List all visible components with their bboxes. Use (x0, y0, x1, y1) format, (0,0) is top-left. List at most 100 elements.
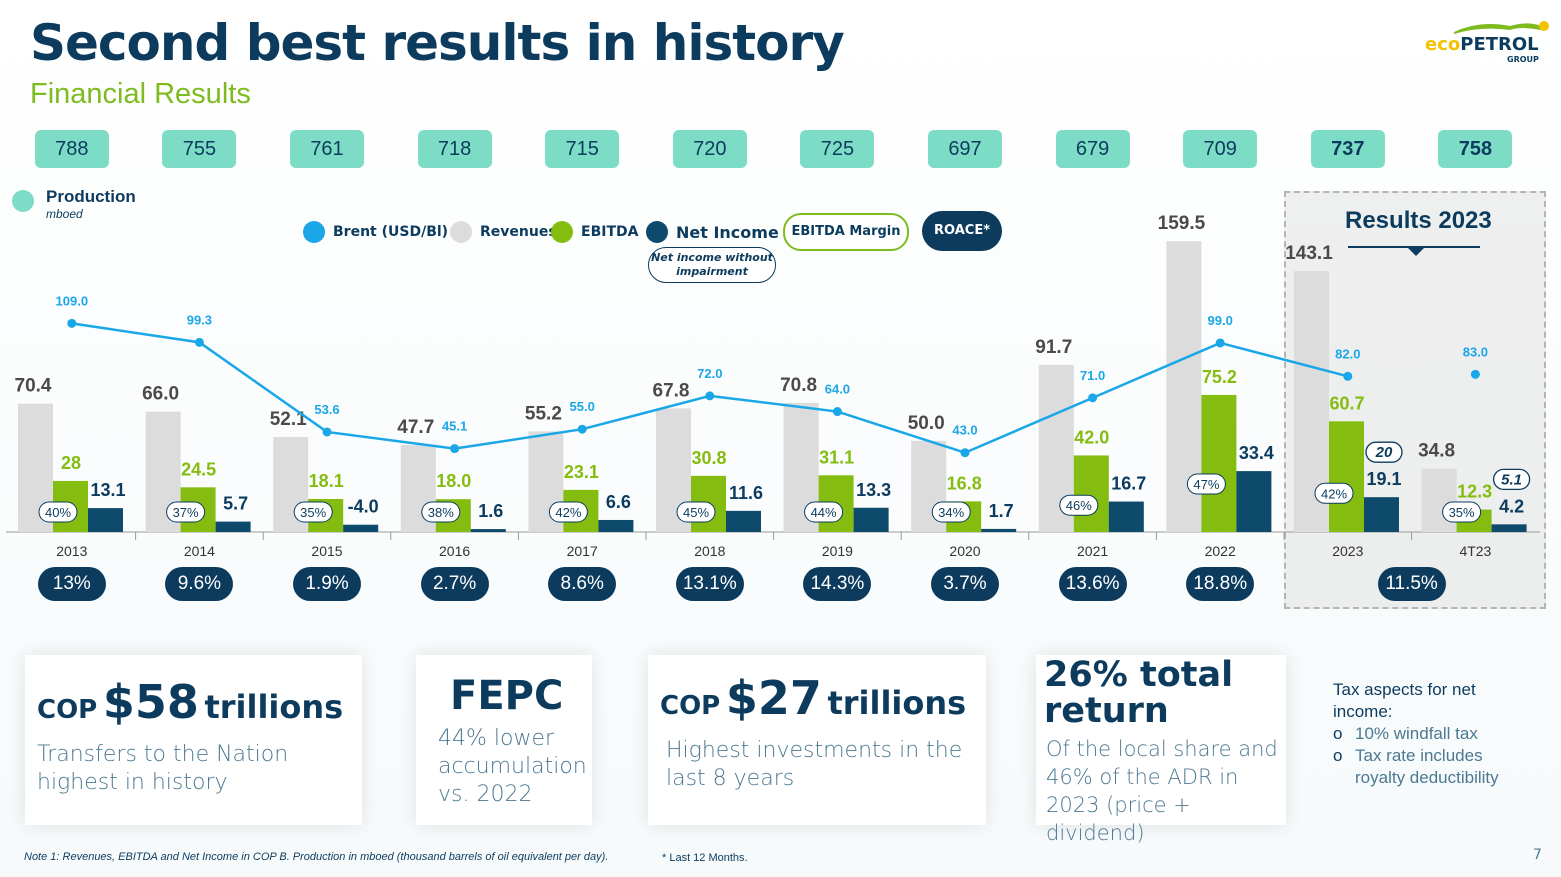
legend-net-income: Net Income (646, 221, 779, 243)
production-value: 737 (1310, 130, 1385, 168)
brent-dot-icon (303, 221, 325, 243)
revenue-label: 143.1 (1285, 243, 1333, 264)
legend-roace: ROACE* (922, 211, 1002, 251)
ebitda-margin-label: 42% (1321, 486, 1347, 501)
page-title: Second best results in history (30, 14, 845, 72)
legend-net-income-no-impairment: Net income without impairment (648, 247, 776, 283)
roace-pill: 9.6% (165, 567, 234, 601)
brent-label: 82.0 (1335, 346, 1360, 361)
x-tick-label: 2013 (56, 543, 87, 559)
legend-ebitda-margin: EBITDA Margin (783, 213, 909, 251)
ebitda-dot-icon (551, 221, 573, 243)
card-fepc-title: FEPC (450, 673, 564, 719)
x-tick-label: 2023 (1332, 543, 1363, 559)
net-income-label: 1.7 (989, 501, 1014, 521)
brent-label: 45.1 (442, 419, 467, 434)
brent-label: 43.0 (952, 423, 977, 438)
net-income-bar (726, 510, 761, 532)
card-investments-prefix: COP (660, 691, 721, 721)
brent-point (67, 318, 77, 328)
ebitda-bar (1201, 394, 1237, 532)
ebitda-bar (1329, 421, 1364, 532)
brent-point (1088, 393, 1098, 403)
production-label: Production (46, 187, 136, 206)
brent-label: 99.0 (1208, 313, 1233, 328)
ebitda-margin-label: 37% (173, 505, 199, 520)
ebitda-label: 60.7 (1329, 393, 1364, 413)
net-income-label: 4.2 (1499, 496, 1524, 516)
brent-label: 83.0 (1463, 344, 1488, 359)
card-total-return: 26% total return Of the local share and … (1036, 655, 1286, 845)
ebitda-margin-label: 46% (1066, 498, 1092, 513)
roace-pill: 14.3% (803, 567, 872, 601)
production-value: 788 (34, 130, 109, 168)
brent-point (194, 337, 204, 347)
net-income-bar (1236, 471, 1272, 532)
card-investments-desc: Highest investments in the last 8 years (666, 738, 963, 791)
revenue-label: 50.0 (908, 413, 945, 434)
x-tick-label: 2015 (311, 543, 342, 559)
net-income-label: 11.6 (729, 483, 763, 503)
card-transfers: COP $58 trillions Transfers to the Natio… (25, 655, 362, 825)
net-income-label: 33.4 (1239, 443, 1274, 463)
card-total-return-title: 26% total return (1044, 655, 1234, 731)
legend-net-income-label: Net Income (676, 222, 779, 242)
ebitda-margin-label: 45% (683, 505, 709, 520)
results-divider (1348, 246, 1480, 248)
card-fepc-desc: 44% lower accumulation vs. 2022 (438, 726, 587, 807)
card-investments-suffix: trillions (827, 684, 967, 722)
card-fepc: FEPC 44% lower accumulation vs. 2022 (416, 655, 592, 825)
net-income-bar (598, 519, 634, 532)
logo-group: GROUP (1507, 55, 1539, 64)
net-income-label: 1.6 (478, 501, 503, 521)
ebitda-margin-pill (1314, 482, 1354, 504)
roace-pill: 1.9% (293, 567, 361, 601)
x-tick-label: 2021 (1077, 543, 1108, 559)
net-income-no-impairment-pill (1492, 468, 1531, 490)
ebitda-label: 42.0 (1074, 427, 1109, 447)
production-value: 761 (290, 130, 364, 168)
x-tick-label: 2017 (567, 543, 598, 559)
ebitda-margin-label: 34% (938, 505, 964, 520)
net-income-bar (853, 507, 889, 532)
card-transfers-value: $58 (102, 675, 199, 729)
revenues-dot-icon (450, 221, 472, 243)
card-total-return-desc: Of the local share and 46% of the ADR in… (1046, 737, 1278, 845)
financial-chart: 70.4 28 13.1 40% 2013 66.0 24.5 5.7 37% 2014 52.1 1… (6, 213, 1540, 559)
ebitda-margin-pill (166, 501, 206, 523)
net-income-bar (88, 508, 123, 532)
brent-label: 71.0 (1080, 368, 1105, 383)
tax-item: Tax rate includes royalty deductibility (1333, 745, 1525, 789)
roace-pill: 2.7% (420, 567, 489, 601)
results-pointer-icon (1408, 248, 1424, 256)
ebitda-margin-label: 47% (1193, 477, 1219, 492)
tax-aspects: Tax aspects for net income: 10% windfall… (1333, 679, 1525, 789)
brent-point (705, 391, 715, 401)
brent-line (71, 322, 1349, 455)
brent-label: 72.0 (697, 366, 722, 381)
tax-item: 10% windfall tax (1333, 723, 1525, 745)
brent-label: 64.0 (825, 382, 850, 397)
net-income-label: 6.6 (606, 492, 631, 512)
roace-pill: 3.7% (931, 567, 999, 601)
ebitda-margin-pill (1442, 501, 1482, 523)
ebitda-margin-label: 38% (428, 505, 454, 520)
net-income-dot-icon (646, 221, 668, 243)
net-income-label: 16.7 (1111, 474, 1146, 494)
revenue-label: 91.7 (1035, 337, 1072, 358)
ebitda-label: 18.0 (436, 471, 471, 491)
ebitda-label: 28 (61, 453, 81, 473)
card-investments-value: $27 (725, 671, 822, 725)
revenue-label: 52.1 (270, 409, 307, 430)
ebitda-margin-pill (1059, 494, 1099, 516)
ebitda-label: 12.3 (1457, 482, 1492, 502)
ebitda-margin-pill (676, 501, 716, 523)
x-tick-label: 4T23 (1459, 543, 1491, 559)
net-income-bar (470, 529, 506, 532)
x-tick-label: 2018 (694, 543, 725, 559)
revenue-label: 70.4 (15, 376, 52, 397)
revenue-label: 70.8 (780, 375, 817, 396)
legend-revenues: Revenues (450, 221, 557, 243)
net-income-no-impairment-label: 20 (1375, 444, 1393, 461)
brent-label: 53.6 (314, 402, 339, 417)
